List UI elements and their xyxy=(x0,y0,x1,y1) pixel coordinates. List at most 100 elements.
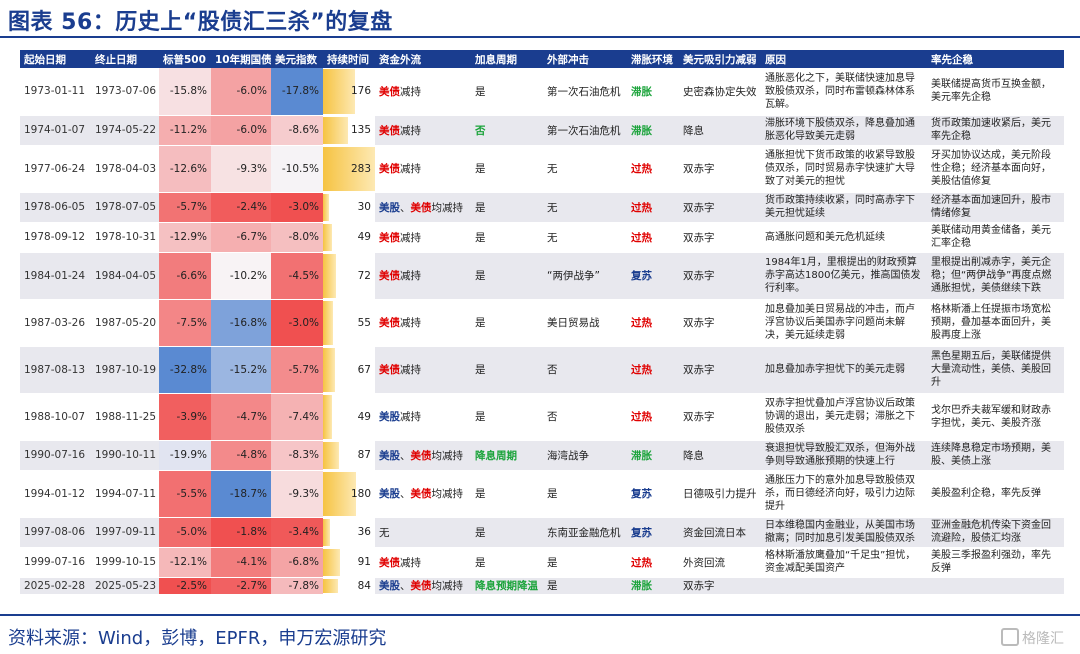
spx-change-cell: -15.8% xyxy=(159,68,211,116)
start-date-cell: 1974-01-07 xyxy=(20,115,91,146)
external-shock-cell: 海湾战争 xyxy=(543,440,627,471)
outflow-text: 减持 xyxy=(400,317,421,329)
reason-cell xyxy=(761,577,927,595)
first-stable-cell: 亚洲金融危机传染下资金回流避险，股债汇均涨 xyxy=(927,517,1064,548)
outflow-text: 减持 xyxy=(400,85,421,98)
duration-cell: 30 xyxy=(323,192,375,223)
ust-change-cell: -1.8% xyxy=(211,517,271,548)
dxy-change-cell: -3.0% xyxy=(271,299,323,347)
end-date-cell: 1997-09-11 xyxy=(91,517,159,548)
dxy-change-cell: -8.6% xyxy=(271,115,323,146)
macro-env-cell: 过热 xyxy=(627,222,679,253)
duration-bar xyxy=(323,69,356,114)
spx-change-cell: -3.9% xyxy=(159,393,211,441)
first-stable-cell: 里根提出削减赤字，美元企稳；但“两伊战争”再度点燃通胀担忧，美债继续下跌 xyxy=(927,252,1064,300)
outflow-text: 美债 xyxy=(379,270,400,282)
hike-cycle-cell: 是 xyxy=(471,252,543,300)
hike-cycle-cell: 是 xyxy=(471,393,543,441)
outflow-text: 美股 xyxy=(379,449,400,462)
external-shock-cell: 是 xyxy=(543,547,627,578)
macro-env-cell: 滞胀 xyxy=(627,577,679,595)
duration-cell: 283 xyxy=(323,145,375,193)
end-date-cell: 2025-05-23 xyxy=(91,577,159,595)
duration-value: 49 xyxy=(357,231,371,243)
duration-bar xyxy=(323,347,336,392)
spx-change-cell: -12.6% xyxy=(159,145,211,193)
reason-cell: 滞胀环境下股债双杀，降息叠加通胀恶化导致美元走弱 xyxy=(761,115,927,146)
external-shock-cell: 无 xyxy=(543,192,627,223)
title-divider xyxy=(0,36,1080,38)
reason-cell: 1984年1月，里根提出的财政预算赤字高达1800亿美元，推高国债发行利率。 xyxy=(761,252,927,300)
duration-bar xyxy=(323,441,339,469)
dollar-appeal-cell: 双赤字 xyxy=(679,393,761,441)
dollar-appeal-cell: 双赤字 xyxy=(679,222,761,253)
macro-env-cell: 过热 xyxy=(627,393,679,441)
reason-cell: 高通胀问题和美元危机延续 xyxy=(761,222,927,253)
column-header: 加息周期 xyxy=(471,50,543,68)
outflow-cell: 美债减持 xyxy=(375,68,471,116)
external-shock-cell: 无 xyxy=(543,222,627,253)
dxy-change-cell: -7.8% xyxy=(271,577,323,595)
column-header: 持续时间 xyxy=(323,50,375,68)
table-row: 1990-07-16 1990-10-11 -19.9% -4.8% -8.3% 87 美股… xyxy=(20,440,1064,471)
first-stable-cell: 连续降息稳定市场预期，美股、美债上涨 xyxy=(927,440,1064,471)
end-date-cell: 1973-07-06 xyxy=(91,68,159,116)
outflow-cell: 美股、美债均减持 xyxy=(375,470,471,518)
duration-cell: 36 xyxy=(323,517,375,548)
outflow-text: 美债 xyxy=(410,488,432,500)
reason-cell: 加息叠加赤字担忧下的美元走弱 xyxy=(761,346,927,394)
dxy-change-cell: -9.3% xyxy=(271,470,323,518)
table-header-row: 起始日期 终止日期 标普500 10年期国债 美元指数 持续时间 资金外流 加息周期 外部冲击滞… xyxy=(20,50,1064,68)
table-row: 1994-01-12 1994-07-11 -5.5% -18.7% -9.3% 180 美… xyxy=(20,470,1064,518)
hike-cycle-cell: 降息周期 xyxy=(471,440,543,471)
outflow-cell: 美股减持 xyxy=(375,393,471,441)
column-header: 美元指数 xyxy=(271,50,323,68)
outflow-text: 美债 xyxy=(410,449,432,462)
outflow-cell: 美债减持 xyxy=(375,115,471,146)
outflow-text: 美股 xyxy=(379,201,400,214)
external-shock-cell: “两伊战争” xyxy=(543,252,627,300)
dollar-appeal-cell: 双赤字 xyxy=(679,346,761,394)
duration-cell: 91 xyxy=(323,547,375,578)
duration-bar xyxy=(323,300,334,345)
hike-cycle-cell: 是 xyxy=(471,222,543,253)
outflow-text: 减持 xyxy=(400,556,421,569)
dxy-change-cell: -17.8% xyxy=(271,68,323,116)
dollar-appeal-cell: 降息 xyxy=(679,115,761,146)
end-date-cell: 1987-10-19 xyxy=(91,346,159,394)
ust-change-cell: -4.8% xyxy=(211,440,271,471)
outflow-text: 无 xyxy=(379,526,390,539)
end-date-cell: 1999-10-15 xyxy=(91,547,159,578)
first-stable-cell: 美股盈利企稳，率先反弹 xyxy=(927,470,1064,518)
column-header: 美元吸引力减弱 xyxy=(679,50,761,68)
outflow-text: 减持 xyxy=(400,124,421,137)
outflow-cell: 美债减持 xyxy=(375,299,471,347)
end-date-cell: 1987-05-20 xyxy=(91,299,159,347)
duration-bar xyxy=(323,253,337,298)
outflow-text: 均减持 xyxy=(431,201,464,214)
first-stable-cell: 美股三季报盈利强劲，率先反弹 xyxy=(927,547,1064,578)
page-title: 图表 56：历史上“股债汇三杀”的复盘 xyxy=(8,10,393,35)
table-row: 1999-07-16 1999-10-15 -12.1% -4.1% -6.8% 91 美债… xyxy=(20,547,1064,578)
external-shock-cell: 是 xyxy=(543,577,627,595)
first-stable-cell: 牙买加协议达成，美元阶段性企稳；经济基本面向好，美股估值修复 xyxy=(927,145,1064,193)
column-header: 标普500 xyxy=(159,50,211,68)
external-shock-cell: 第一次石油危机 xyxy=(543,68,627,116)
reason-cell: 通胀压力下的意外加息导致股债双杀，而日德经济向好，吸引力边际提升 xyxy=(761,470,927,518)
duration-bar xyxy=(323,394,332,439)
end-date-cell: 1978-04-03 xyxy=(91,145,159,193)
table-row: 1973-01-11 1973-07-06 -15.8% -6.0% -17.8% 176… xyxy=(20,68,1064,116)
duration-cell: 49 xyxy=(323,222,375,253)
outflow-text: 减持 xyxy=(400,163,421,175)
dxy-change-cell: -4.5% xyxy=(271,252,323,300)
spx-change-cell: -7.5% xyxy=(159,299,211,347)
outflow-text: 均减持 xyxy=(431,488,464,500)
dxy-change-cell: -6.8% xyxy=(271,547,323,578)
first-stable-cell: 格林斯潘上任提振市场宽松预期，叠加基本面回升，美股再度上涨 xyxy=(927,299,1064,347)
table-row: 1978-06-05 1978-07-05 -5.7% -2.4% -3.0% 30 美股、… xyxy=(20,192,1064,223)
dollar-appeal-cell: 史密森协定失效 xyxy=(679,68,761,116)
dollar-appeal-cell: 双赤字 xyxy=(679,145,761,193)
outflow-cell: 美债减持 xyxy=(375,547,471,578)
outflow-text: 美债 xyxy=(410,580,432,592)
column-header: 10年期国债 xyxy=(211,50,271,68)
